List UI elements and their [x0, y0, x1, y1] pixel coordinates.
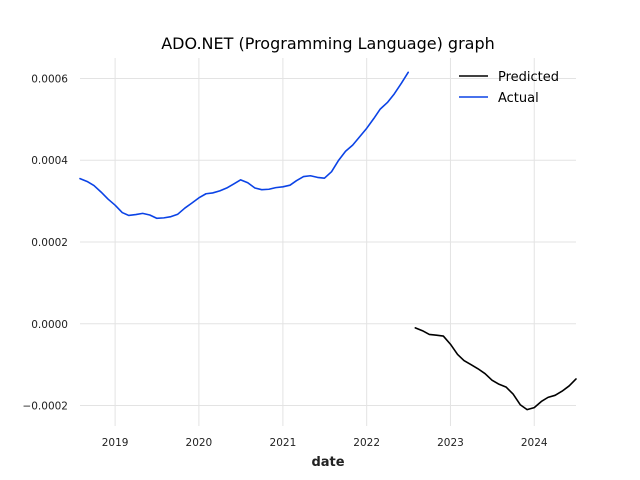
x-tick-label: 2024 [521, 437, 548, 449]
legend: Predicted Actual [459, 70, 559, 106]
legend-label-predicted: Predicted [498, 70, 559, 85]
x-tick-label: 2020 [186, 437, 213, 449]
y-tick-label: 0.0004 [31, 155, 68, 167]
x-tick-labels: 2019 2020 2021 2022 2023 2024 [102, 437, 548, 449]
series-line-actual [79, 71, 410, 220]
x-tick-label: 2022 [353, 437, 380, 449]
legend-label-actual: Actual [498, 91, 539, 106]
x-tick-label: 2023 [437, 437, 464, 449]
y-tick-labels: −0.0002 0.0000 0.0002 0.0004 0.0006 [22, 73, 68, 412]
series-layer [79, 71, 577, 411]
y-tick-label: 0.0006 [31, 73, 68, 85]
y-tick-label: −0.0002 [22, 401, 68, 413]
y-tick-label: 0.0000 [31, 319, 68, 331]
series-line-predicted [414, 327, 577, 411]
x-axis-label: date [311, 455, 344, 470]
chart-title: ADO.NET (Programming Language) graph [161, 34, 495, 53]
y-gridlines [80, 77, 576, 407]
x-tick-label: 2021 [270, 437, 297, 449]
x-tick-label: 2019 [102, 437, 129, 449]
y-tick-label: 0.0002 [31, 237, 68, 249]
